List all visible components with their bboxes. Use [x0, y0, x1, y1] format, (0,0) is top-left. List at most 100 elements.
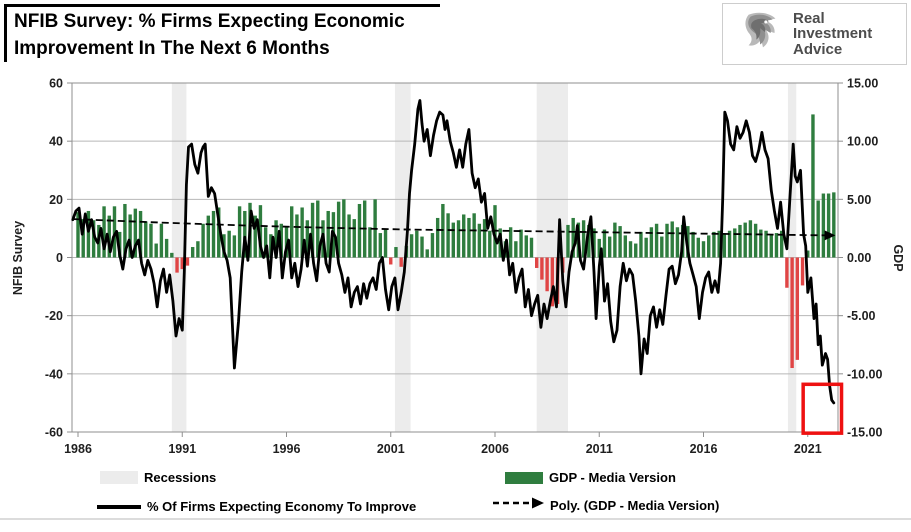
gdp-bar-positive — [592, 228, 596, 258]
gdp-bar-negative — [540, 257, 544, 280]
gdp-bar-positive — [394, 247, 398, 258]
gdp-bar-negative — [785, 257, 789, 288]
gdp-bar-positive — [733, 228, 737, 258]
gdp-bar-positive — [201, 223, 205, 258]
gdp-bar-positive — [519, 229, 523, 258]
gdp-bar-negative — [790, 257, 794, 369]
gdp-bar-positive — [284, 226, 289, 258]
gdp-bar-positive — [133, 208, 138, 258]
gdp-bar-positive — [811, 114, 815, 258]
gdp-bar-positive — [102, 206, 106, 258]
gdp-bar-negative — [550, 257, 555, 307]
gdp-bar-positive — [81, 219, 85, 258]
y-axis-tick-label: 40 — [49, 135, 63, 149]
y-axis-tick-label: 60 — [49, 77, 63, 91]
gdp-bar-positive — [779, 230, 784, 258]
gdp-bar-positive — [587, 224, 591, 258]
legend-item-gdp: GDP - Media Version — [505, 470, 676, 485]
gdp-bar-positive — [649, 227, 654, 258]
poly-trend-arrow — [824, 230, 836, 241]
gdp-swatch — [505, 471, 543, 484]
gdp-bar-positive — [290, 206, 294, 258]
gdp-bar-positive — [748, 220, 753, 258]
gdp-bar-positive — [832, 192, 836, 258]
right-axis-tick-label: -10.00 — [847, 367, 882, 381]
gdp-bar-positive — [753, 223, 758, 258]
gdp-bar-positive — [368, 227, 372, 258]
gdp-bar-positive — [144, 221, 148, 258]
gdp-bar-positive — [316, 200, 320, 258]
nfib-line — [71, 99, 836, 405]
gdp-bar-positive — [232, 235, 237, 258]
gdp-bar-positive — [769, 234, 773, 258]
gdp-bar-positive — [816, 200, 820, 258]
gdp-bar-positive — [217, 207, 221, 258]
legend-item-recessions: Recessions — [100, 470, 216, 485]
logo-wordmark: Real Investment Advice — [793, 11, 872, 58]
gdp-bar-positive — [107, 215, 111, 258]
gdp-bar-positive — [237, 206, 242, 258]
gdp-bar-positive — [326, 210, 330, 258]
chart-title-line1: NFIB Survey: % Firms Expecting Economic — [14, 11, 405, 32]
nfib-line-swatch — [97, 504, 141, 509]
gdp-bar-positive — [764, 230, 768, 258]
gdp-bar-positive — [727, 230, 732, 258]
logo-word-investment: Investment — [793, 25, 873, 43]
gdp-bar-positive — [357, 203, 362, 258]
gdp-bar-positive — [597, 238, 601, 258]
x-axis-tick-label: 2001 — [377, 442, 405, 456]
gdp-bar-positive — [654, 223, 659, 258]
gdp-bar-positive — [149, 223, 153, 258]
gdp-bar-positive — [472, 213, 476, 258]
gdp-bar-positive — [196, 241, 200, 258]
gdp-bar-positive — [279, 223, 283, 258]
x-axis-tick-label: 1996 — [273, 442, 301, 456]
gdp-bar-negative — [545, 257, 549, 292]
logo-word-advice: Advice — [793, 40, 843, 58]
gdp-bar-positive — [722, 234, 727, 258]
x-axis-tick-label: 1986 — [64, 442, 92, 456]
gdp-bar-positive — [717, 230, 721, 258]
gdp-bar-positive — [300, 207, 304, 258]
gdp-bar-negative — [175, 257, 179, 273]
gdp-bar-positive — [128, 214, 132, 258]
x-axis-tick-label: 2016 — [690, 442, 718, 456]
right-axis-tick-label: 10.00 — [847, 135, 878, 149]
gdp-bar-positive — [378, 233, 383, 258]
recession-swatch — [100, 471, 138, 484]
bottom-divider — [0, 518, 911, 520]
y-axis-tick-label: -40 — [45, 367, 63, 381]
gdp-bar-positive — [602, 229, 607, 258]
gdp-bar-positive — [430, 233, 435, 258]
gdp-bar-positive — [409, 234, 414, 258]
y-axis-tick-label: 0 — [56, 251, 63, 265]
gdp-bar-positive — [159, 223, 164, 258]
x-axis-tick-label: 2021 — [794, 442, 822, 456]
logo-word-real: Real — [793, 9, 825, 27]
eagle-icon — [739, 9, 785, 60]
gdp-bar-positive — [821, 193, 826, 258]
gdp-bar-positive — [227, 230, 231, 258]
gdp-bar-positive — [665, 223, 669, 258]
legend-label-gdp: GDP - Media Version — [549, 470, 676, 485]
gdp-bar-negative — [535, 257, 539, 268]
x-axis-tick-label: 2011 — [586, 442, 613, 456]
gdp-bar-positive — [618, 226, 622, 258]
right-axis-tick-label: 0.00 — [847, 251, 871, 265]
gdp-bar-positive — [456, 220, 461, 258]
gdp-bar-positive — [154, 243, 158, 258]
legend-label-nfib-line: % Of Firms Expecting Economy To Improve — [147, 499, 417, 514]
gdp-bar-positive — [263, 227, 268, 258]
gdp-bar-positive — [639, 231, 643, 258]
gdp-bar-positive — [347, 214, 351, 258]
gdp-bar-positive — [508, 227, 513, 258]
gdp-bar-positive — [743, 222, 747, 258]
gdp-bar-negative — [180, 257, 184, 270]
right-axis-tick-label: 5.00 — [847, 193, 871, 207]
gdp-bar-positive — [571, 217, 575, 258]
gdp-bar-positive — [581, 220, 586, 258]
gdp-bar-positive — [524, 235, 528, 258]
x-axis-tick-label: 1991 — [168, 442, 196, 456]
gdp-bar-positive — [613, 222, 617, 258]
